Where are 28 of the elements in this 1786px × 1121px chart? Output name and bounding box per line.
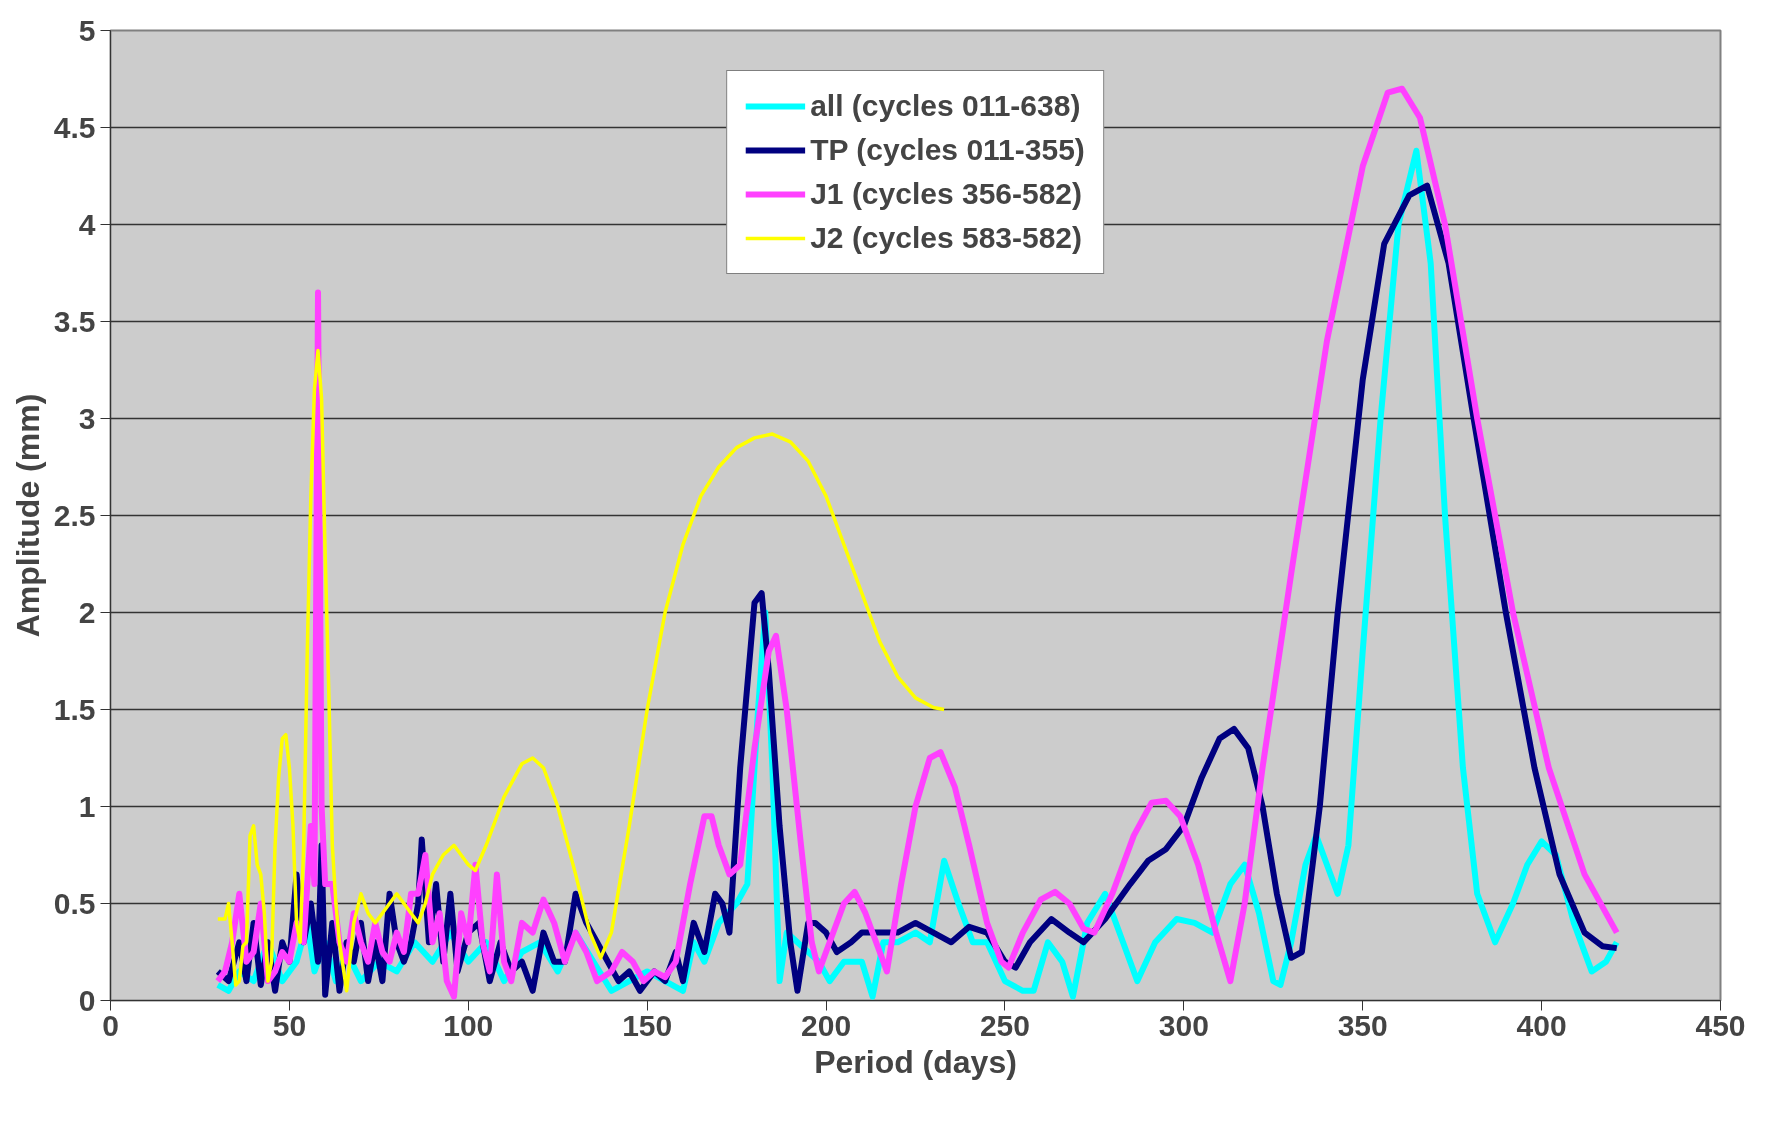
y-tick-label: 1.5 <box>53 692 96 726</box>
x-tick-label: 50 <box>272 1008 307 1042</box>
y-tick-label: 0 <box>78 983 96 1017</box>
x-tick-label: 150 <box>622 1008 673 1042</box>
legend-label: all (cycles 011-638) <box>810 89 1081 123</box>
legend-label: J2 (cycles 583-582) <box>810 221 1083 255</box>
x-tick-label: 300 <box>1158 1008 1209 1042</box>
y-tick-label: 4 <box>78 207 96 241</box>
y-tick-label: 0.5 <box>53 886 96 920</box>
x-tick-label: 350 <box>1337 1008 1388 1042</box>
x-tick-label: 450 <box>1695 1008 1746 1042</box>
y-tick-label: 3.5 <box>53 304 96 338</box>
legend-label: TP (cycles 011-355) <box>810 133 1085 167</box>
y-tick-label: 5 <box>78 13 96 47</box>
x-tick-label: 400 <box>1516 1008 1567 1042</box>
y-tick-label: 3 <box>78 401 96 435</box>
y-tick-label: 2.5 <box>53 498 96 532</box>
x-tick-label: 200 <box>801 1008 852 1042</box>
x-tick-label: 250 <box>979 1008 1030 1042</box>
y-tick-label: 1 <box>78 789 96 823</box>
line-series <box>216 348 946 993</box>
legend-label: J1 (cycles 356-582) <box>810 177 1083 211</box>
y-tick-label: 4.5 <box>53 110 96 144</box>
y-axis-title: Amplitude (mm) <box>9 393 46 638</box>
x-axis-title: Period (days) <box>814 1043 1017 1080</box>
x-tick-label: 100 <box>443 1008 494 1042</box>
y-tick-label: 2 <box>78 595 96 629</box>
x-tick-label: 0 <box>102 1008 119 1042</box>
